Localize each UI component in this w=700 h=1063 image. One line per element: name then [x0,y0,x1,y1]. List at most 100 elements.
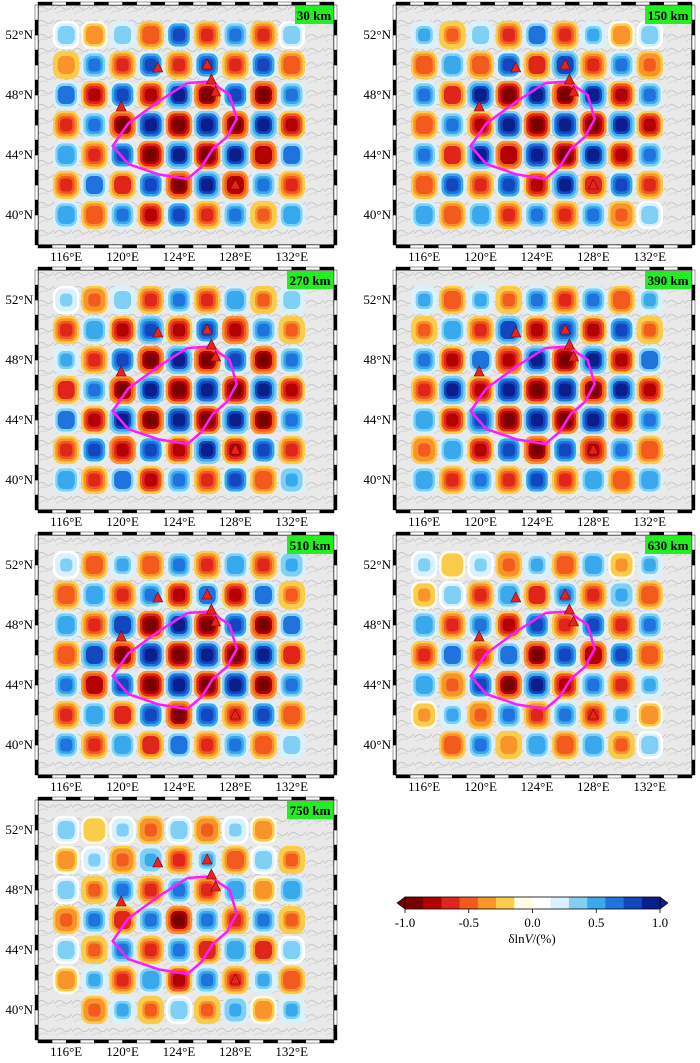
volcano-marker [229,973,241,985]
checker-cell [201,383,214,397]
depth-label: 30 km [297,8,331,23]
frame-segment [691,434,696,451]
frame-segment [333,434,338,451]
frame-segment [508,266,524,271]
checker-cell [530,118,544,132]
frame-segment [319,1039,335,1044]
frame-segment [392,154,397,171]
frame-segment [319,796,335,801]
checker-cell [144,708,157,722]
checker-cell [116,738,129,752]
checker-cell [285,28,298,42]
checker-cell [615,323,628,337]
frame-segment [34,64,39,81]
checker-cell [418,208,431,222]
frame-segment [392,759,397,776]
checker-cell [257,353,270,367]
frame-segment [291,1,307,6]
checker-cell [615,208,628,222]
frame-segment [34,609,39,626]
frame-segment [579,1,594,6]
checker-cell [643,618,656,632]
x-tick-label: 116°E [408,249,440,264]
checker-cell [559,558,572,572]
checker-cell [144,558,157,572]
frame-segment [607,244,622,249]
checker-cell [88,943,101,957]
frame-segment [34,344,39,361]
frame-segment [80,774,95,779]
frame-segment [136,244,151,249]
checker-cell [502,208,515,222]
frame-segment [333,699,338,716]
frame-segment [395,244,411,249]
frame-segment [409,531,425,536]
frame-segment [277,244,292,249]
checker-cell [60,293,73,307]
checker-cell [257,588,270,602]
frame-segment [319,266,335,271]
frame-segment [423,1,439,6]
checker-cell [60,588,73,602]
frame-segment [150,1039,166,1044]
checker-cell [201,28,214,42]
frame-segment [621,266,636,271]
checker-cell [116,178,129,192]
frame-segment [192,531,208,536]
frame-segment [593,244,608,249]
frame-segment [333,154,338,171]
checker-cell [643,738,656,752]
frame-segment [691,374,696,391]
overlay [111,323,241,455]
frame-segment [649,509,665,514]
checker-cell [418,588,431,602]
checker-cell [229,1003,242,1017]
frame-segment [34,434,39,451]
frame-segment [392,64,397,81]
frame-segment [333,594,338,611]
checker-cell [229,323,242,337]
frame-segment [691,184,696,201]
checker-cell [229,413,242,427]
frame-segment [34,284,39,301]
checker-cell [60,558,73,572]
frame-segment [333,419,338,436]
checker-cell [201,558,214,572]
colorbar-swatch [496,897,515,909]
frame-segment [235,774,250,779]
frame-segment [122,266,137,271]
frame-segment [192,244,208,249]
frame-segment [452,244,467,249]
frame-segment [34,684,39,701]
panel-30km: 116°E 120°E 124°E 128°E 132°E 40°N 44°N 48°N 52°… [5,1,338,264]
frame-segment [192,1,208,6]
checker-cell [502,353,515,367]
checker-cell [643,148,656,162]
checker-cell [88,58,101,72]
frame-segment [277,266,292,271]
frame-segment [51,509,67,514]
frame-segment [392,419,397,436]
frame-segment [291,531,307,536]
volcano-marker [210,615,222,627]
volcano-marker [229,178,241,190]
checker-cell [474,558,487,572]
frame-segment [164,1039,180,1044]
checker-cell [229,883,242,897]
frame-segment [392,449,397,466]
checker-cell [88,558,101,572]
frame-segment [108,531,123,536]
checker-cell [446,208,459,222]
checker-cell [229,473,242,487]
checker-cell [144,853,157,867]
checker-cell [474,58,487,72]
y-tick-label: 40°N [5,737,33,752]
panel-630km: 116°E 120°E 124°E 128°E 132°E 40°N 44°N 48°N 52°… [363,531,696,794]
axes: 116°E 120°E 124°E 128°E 132°E 40°N 44°N 48°N 52°… [363,266,696,529]
frame-segment [305,509,321,514]
frame-segment [291,774,307,779]
frame-segment [494,1,509,6]
checker-cell [615,738,628,752]
frame-segment [333,214,338,231]
frame-segment [392,609,397,626]
